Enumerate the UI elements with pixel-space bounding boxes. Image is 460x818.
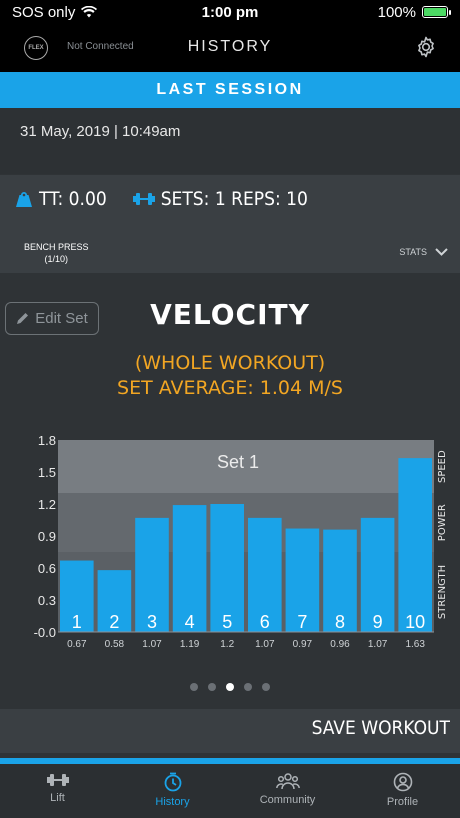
y-tick-label: -0.0 [34, 625, 56, 640]
tab-bar: Lift History Community Profile [0, 764, 460, 818]
chevron-down-icon [435, 248, 448, 256]
bar-value-label: 1.07 [368, 639, 388, 650]
bar-value-label: 1.07 [255, 639, 275, 650]
page-dot[interactable] [262, 683, 270, 691]
y-tick-label: 0.3 [38, 593, 56, 608]
bar-category-label: 9 [373, 612, 383, 632]
bar-category-label: 8 [335, 612, 345, 632]
bar-value-label: 1.07 [142, 639, 162, 650]
battery-percent: 100% [377, 3, 416, 21]
tab-lift-label: Lift [50, 792, 65, 804]
page-dot[interactable] [190, 683, 198, 691]
tab-profile[interactable]: Profile [345, 764, 460, 818]
connection-status: Not Connected [67, 41, 134, 52]
bar [248, 517, 282, 632]
bar-value-label: 0.96 [330, 639, 350, 650]
bar [323, 529, 357, 632]
last-session-banner: LAST SESSION [0, 72, 460, 108]
dumbbell-icon [132, 193, 155, 205]
bar-value-label: 1.19 [180, 639, 200, 650]
session-date-row: 31 May, 2019 | 10:49am [0, 108, 460, 174]
summary-row: TT: 0.00 SETS: 1 REPS: 10 [0, 175, 460, 223]
bar-value-label: 1.2 [220, 639, 234, 650]
bar-category-label: 3 [147, 612, 157, 632]
exercise-name: BENCH PRESS (1/10) [24, 242, 89, 264]
pencil-icon [17, 313, 29, 324]
y-tick-label: 0.6 [38, 561, 56, 576]
edit-set-label: Edit Set [35, 310, 88, 327]
bar [398, 458, 432, 632]
tab-community-label: Community [259, 794, 316, 806]
exercise-row[interactable]: BENCH PRESS (1/10) STATS [0, 223, 460, 273]
bar-category-label: 7 [297, 612, 307, 632]
nav-bar: FLEX Not Connected HISTORY [0, 24, 460, 72]
sets-reps: SETS: 1 REPS: 10 [160, 188, 308, 210]
bar-value-label: 0.67 [67, 639, 87, 650]
edit-set-button[interactable]: Edit Set [5, 302, 99, 335]
chart-subtitle: (WHOLE WORKOUT) [134, 352, 326, 374]
zone-label: POWER [437, 504, 448, 541]
bar-category-label: 5 [222, 612, 232, 632]
community-icon [275, 773, 300, 790]
battery-icon [422, 6, 451, 18]
page-title: HISTORY [187, 38, 273, 55]
wifi-icon [81, 6, 98, 18]
chart-title: VELOCITY [150, 298, 310, 331]
carrier-text: SOS only [12, 3, 76, 21]
plot-label: Set 1 [217, 452, 259, 472]
y-tick-label: 0.9 [38, 529, 56, 544]
stats-toggle[interactable]: STATS [399, 247, 448, 257]
y-tick-label: 1.2 [38, 497, 56, 512]
page-dot[interactable] [208, 683, 216, 691]
bar [135, 517, 169, 632]
zone-band-speed [58, 440, 434, 494]
session-date: 31 May, 2019 | 10:49am [20, 123, 181, 140]
exercise-progress: (1/10) [44, 254, 69, 264]
bar [97, 570, 132, 632]
save-row: SAVE WORKOUT [0, 709, 460, 753]
weight-icon [16, 192, 32, 207]
history-icon [164, 772, 181, 792]
bar [172, 505, 207, 632]
tab-history[interactable]: History [115, 764, 230, 818]
page-dot[interactable] [226, 683, 234, 691]
tab-community[interactable]: Community [230, 764, 345, 818]
y-tick-label: 1.8 [38, 433, 56, 448]
zone-label: STRENGTH [437, 565, 448, 619]
stats-label: STATS [399, 247, 427, 257]
bar [60, 560, 94, 632]
page-indicator[interactable] [0, 683, 460, 691]
bar-value-label: 0.58 [105, 639, 125, 650]
bar-category-label: 1 [72, 612, 82, 632]
accent-divider [0, 758, 460, 764]
status-bar: SOS only 1:00 pm 100% [0, 0, 460, 24]
dumbbell-icon [46, 774, 69, 786]
bar-category-label: 2 [109, 612, 119, 632]
bar [210, 504, 244, 632]
tab-history-label: History [155, 796, 190, 808]
tab-lift[interactable]: Lift [0, 764, 115, 818]
save-workout-button[interactable]: SAVE WORKOUT [311, 717, 450, 739]
bar [360, 517, 395, 632]
bar-category-label: 4 [185, 612, 195, 632]
device-logo[interactable]: FLEX [24, 36, 48, 60]
bar [285, 528, 320, 632]
zone-label: SPEED [437, 450, 448, 483]
set-average: SET AVERAGE: 1.04 M/S [117, 377, 343, 399]
bar-value-label: 0.97 [293, 639, 313, 650]
page-dot[interactable] [244, 683, 252, 691]
total-tonnage: TT: 0.00 [39, 188, 107, 210]
bar-value-label: 1.63 [405, 639, 425, 650]
y-tick-label: 1.5 [38, 465, 56, 480]
gear-icon[interactable] [414, 35, 438, 59]
bar-category-label: 10 [405, 612, 425, 632]
tab-profile-label: Profile [386, 796, 419, 808]
profile-icon [393, 772, 412, 792]
bar-category-label: 6 [260, 612, 270, 632]
